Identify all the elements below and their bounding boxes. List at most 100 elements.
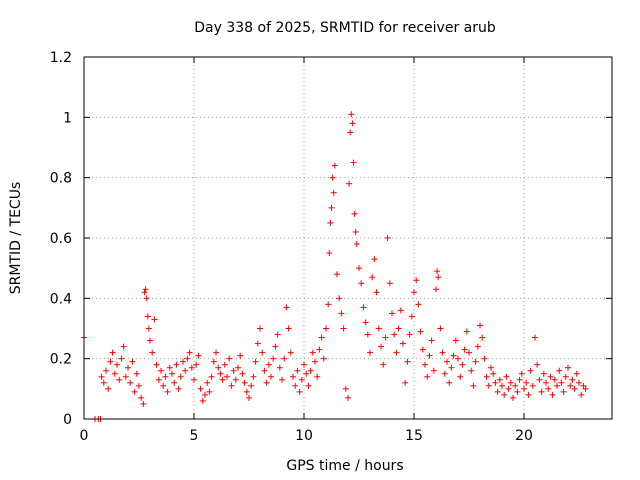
data-point [294, 367, 301, 374]
data-point [144, 313, 151, 320]
data-point [437, 325, 444, 332]
data-point [226, 355, 233, 362]
data-point [560, 388, 567, 395]
data-point [279, 376, 285, 383]
data-point [141, 289, 148, 296]
data-point [155, 376, 162, 383]
data-point [470, 382, 477, 389]
data-point [241, 379, 248, 386]
data-point [348, 111, 355, 118]
data-point [219, 376, 226, 383]
y-axis-label: SRMTID / TECUs [8, 182, 24, 295]
data-point [314, 373, 321, 380]
data-point [395, 325, 402, 332]
data-point [331, 162, 338, 169]
data-point [129, 358, 136, 365]
data-point [356, 265, 362, 272]
data-point [98, 373, 105, 380]
data-point [516, 376, 523, 383]
data-point [378, 343, 384, 350]
data-point [149, 349, 156, 356]
data-point [389, 310, 395, 317]
data-point [193, 361, 200, 368]
data-point [567, 382, 574, 389]
data-point [142, 286, 149, 293]
data-point [444, 358, 450, 365]
y-tick-label: 0.8 [50, 171, 72, 187]
data-point [254, 340, 261, 347]
data-point [318, 334, 325, 341]
data-point [237, 352, 244, 359]
data-point [281, 355, 288, 362]
data-point [326, 250, 333, 257]
data-point [463, 328, 470, 335]
data-point [340, 325, 347, 332]
data-point [483, 373, 490, 380]
data-point [417, 328, 424, 335]
x-tick-label: 20 [515, 428, 533, 444]
data-point [221, 361, 228, 368]
data-point [490, 370, 497, 377]
data-point [272, 343, 279, 350]
data-point [358, 280, 365, 287]
data-point [551, 376, 558, 383]
data-point [118, 355, 125, 362]
data-point [328, 204, 335, 211]
data-point [393, 349, 400, 356]
data-point [525, 391, 532, 398]
data-point [468, 367, 475, 374]
data-point [521, 385, 527, 392]
data-point [114, 361, 120, 368]
data-point [538, 388, 545, 395]
data-point [228, 382, 235, 389]
data-point [305, 382, 312, 389]
data-point [330, 189, 337, 196]
data-point [461, 346, 468, 353]
data-point [158, 367, 164, 374]
data-point [186, 349, 193, 356]
data-point [375, 325, 382, 332]
data-point [450, 352, 457, 359]
data-point [122, 373, 129, 380]
data-point [270, 355, 277, 362]
data-point [143, 295, 150, 302]
data-point [175, 385, 182, 392]
data-point [547, 373, 554, 380]
data-point [336, 295, 343, 302]
data-point [127, 379, 134, 386]
data-point [402, 379, 409, 386]
data-point [492, 379, 499, 386]
data-point [345, 394, 351, 401]
data-point [274, 331, 281, 338]
data-point [576, 379, 582, 386]
data-point [459, 361, 466, 368]
data-point [323, 325, 329, 332]
data-point [169, 370, 175, 377]
data-point [160, 382, 167, 389]
data-point [191, 376, 197, 383]
data-point [188, 364, 195, 371]
data-point [505, 385, 512, 392]
data-point [477, 322, 483, 329]
data-point [349, 120, 356, 127]
data-point [578, 391, 585, 398]
data-point [162, 373, 169, 380]
data-point [582, 385, 589, 392]
data-point [166, 364, 173, 371]
data-point [309, 349, 316, 356]
data-points [81, 111, 589, 422]
data-point [384, 235, 391, 241]
data-point [518, 370, 525, 377]
grid-lines [84, 57, 612, 419]
data-point [386, 280, 393, 287]
data-point [501, 391, 508, 398]
data-point [474, 343, 481, 350]
y-tick-label: 0 [63, 412, 72, 428]
data-point [208, 373, 215, 380]
data-point [353, 241, 360, 248]
data-point [316, 346, 323, 353]
data-point [292, 382, 299, 389]
data-point [206, 388, 213, 395]
data-point [499, 382, 505, 389]
